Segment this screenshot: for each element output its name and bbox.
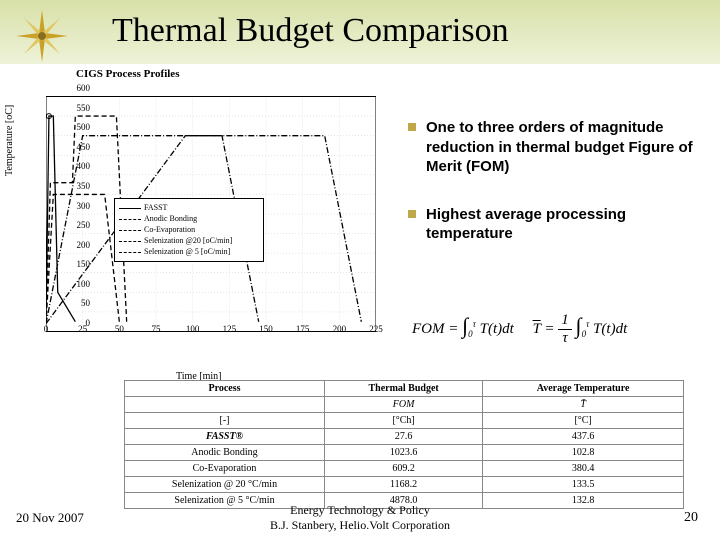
chart-area: CIGS Process Profiles Temperature [oC] T… bbox=[6, 66, 386, 376]
bullet-item: Highest average processing temperature bbox=[408, 205, 708, 244]
bullet-icon bbox=[408, 123, 416, 131]
footer-page: 20 bbox=[684, 510, 698, 526]
footer-line1: Energy Technology & Policy bbox=[290, 503, 430, 517]
bullet-icon bbox=[408, 210, 416, 218]
chart-legend: FASSTAnodic BondingCo-EvaporationSeleniz… bbox=[114, 198, 264, 262]
bullet-text: One to three orders of magnitude reducti… bbox=[426, 118, 708, 177]
bullet-item: One to three orders of magnitude reducti… bbox=[408, 118, 708, 177]
chart-ylabel: Temperature [oC] bbox=[4, 105, 15, 176]
compass-logo bbox=[12, 6, 72, 64]
slide-title: Thermal Budget Comparison bbox=[112, 12, 509, 50]
chart-title: CIGS Process Profiles bbox=[76, 68, 386, 80]
data-table: ProcessThermal BudgetAverage Temperature… bbox=[124, 380, 684, 509]
bullet-text: Highest average processing temperature bbox=[426, 205, 708, 244]
bullet-list: One to three orders of magnitude reducti… bbox=[408, 118, 708, 272]
footer-line2: B.J. Stanbery, Helio.Volt Corporation bbox=[270, 518, 450, 532]
formula-block: FOM = ∫0τ T(t)dt T = 1τ ∫0τ T(t)dt bbox=[412, 312, 627, 347]
footer-center: Energy Technology & Policy B.J. Stanbery… bbox=[0, 503, 720, 532]
